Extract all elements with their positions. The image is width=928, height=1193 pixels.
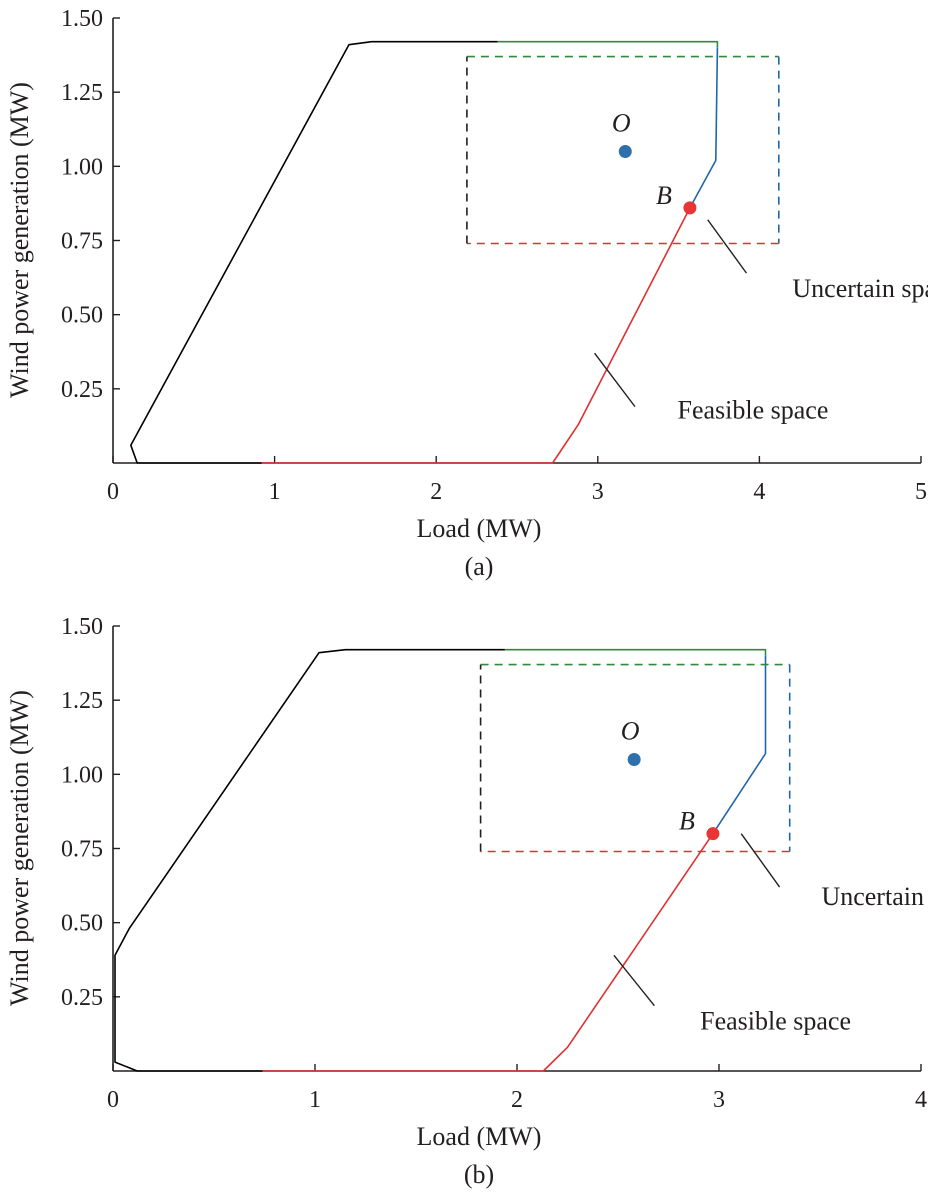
y-tick-label: 1.25 [61,80,103,106]
y-tick-label: 0.75 [61,229,103,255]
point-o-marker [618,145,632,158]
annotation-label: Feasible space [677,396,828,425]
feasible-boundary-segment [504,648,767,656]
x-tick-label: 2 [430,479,442,505]
x-tick-label: 3 [592,479,604,505]
feasible-boundary-segment [712,655,767,835]
feasible-boundary-segment [497,40,719,48]
panel-label: (b) [464,1160,494,1189]
x-tick-label: 0 [107,1087,119,1113]
x-tick-label: 1 [309,1087,321,1113]
annotation-label: Uncertain space [821,882,928,911]
y-axis-label: Wind power generation (MW) [5,690,34,1006]
y-tick-label: 1.25 [61,688,103,714]
x-tick-label: 0 [107,479,119,505]
point-b-label: B [679,807,695,836]
point-o-marker [627,753,641,766]
chart-a: 0 1 2 3 4 5 0.25 0.50 0.75 1.00 1.25 1.50 Load (MW) W… [5,6,928,581]
x-axis-label: Load (MW) [417,1122,542,1151]
y-axis-label: Wind power generation (MW) [5,82,34,398]
x-tick-label: 4 [753,479,765,505]
y-tick-label: 0.50 [61,911,103,937]
chart-b: 0 1 2 3 4 0.25 0.50 0.75 1.00 1.25 1.50 Load (MW) Wi… [5,614,928,1189]
x-tick-label: 4 [915,1087,927,1113]
point-b-marker [683,201,697,215]
x-tick-label: 2 [511,1087,523,1113]
feasible-boundary-segment [261,207,691,464]
point-o-label: O [621,717,640,746]
annotation-leader-line [613,954,655,1007]
x-axis-label: Load (MW) [417,514,542,543]
x-tick-label: 5 [915,479,927,505]
y-tick-label: 0.25 [61,377,103,403]
point-o-label: O [612,109,631,138]
y-tick-label: 0.50 [61,303,103,329]
annotation-label: Uncertain space [792,274,928,303]
x-tick-label: 3 [713,1087,725,1113]
annotation-leader-line [707,219,748,274]
point-b-marker [706,827,720,841]
panel-label: (a) [465,552,494,581]
x-tick-label: 1 [269,479,281,505]
annotation-leader-line [740,833,781,888]
y-tick-label: 1.00 [61,762,103,788]
feasible-boundary-segment [130,40,498,464]
y-tick-label: 0.75 [61,837,103,863]
annotation-leader-line [594,352,636,408]
point-b-label: B [656,181,672,210]
annotation-label: Feasible space [700,1007,851,1036]
y-tick-label: 1.50 [61,6,103,32]
y-tick-label: 0.25 [61,985,103,1011]
y-tick-label: 1.50 [61,614,103,640]
y-tick-label: 1.00 [61,154,103,180]
feasible-boundary-segment [114,648,505,1072]
feasible-boundary-segment [689,47,719,209]
feasible-boundary-segment [262,833,714,1072]
